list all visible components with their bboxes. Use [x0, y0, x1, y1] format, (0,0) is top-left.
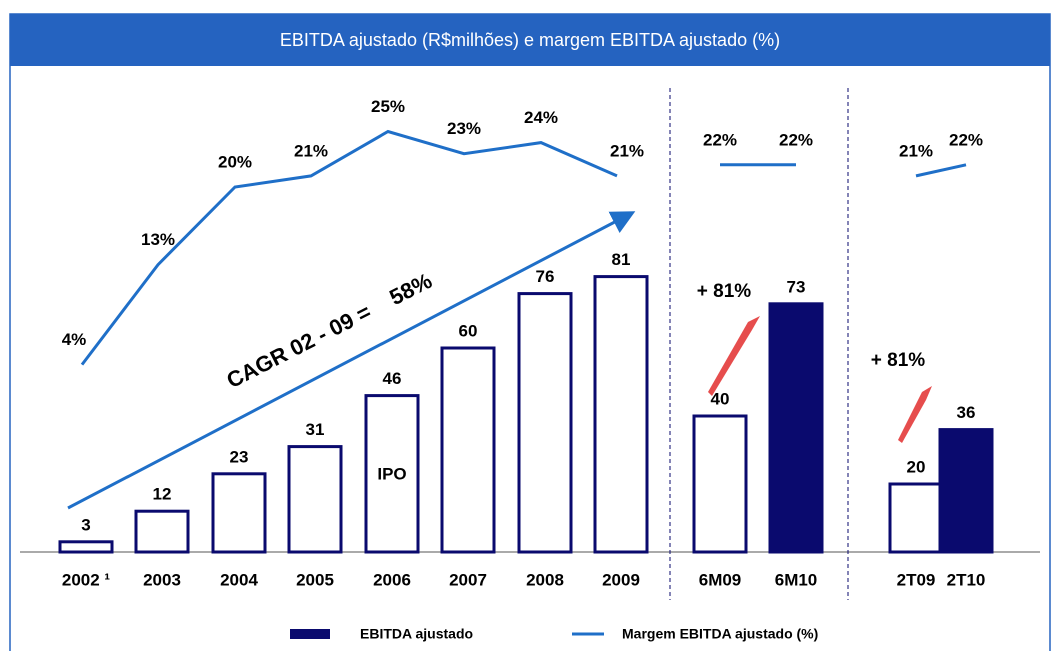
annotation: + 81% — [871, 350, 926, 371]
bar — [593, 275, 649, 554]
pencil-mark — [898, 386, 932, 443]
margin-label: 20% — [218, 152, 252, 171]
margin-label: 4% — [62, 330, 87, 349]
bar — [440, 346, 496, 554]
cagr-arrow — [67, 211, 636, 510]
x-tick-label: 2004 — [220, 570, 258, 589]
margin-line — [80, 129, 618, 366]
legend-label: EBITDA ajustado — [360, 626, 473, 642]
bar — [134, 509, 190, 554]
bar-value-label: 36 — [957, 403, 976, 422]
margin-label: 23% — [447, 119, 481, 138]
margin-label: 22% — [949, 130, 983, 149]
bar-value-label: 31 — [306, 420, 325, 439]
bar-value-label: 40 — [711, 389, 730, 408]
bar — [287, 445, 343, 554]
header-bar — [10, 14, 1050, 66]
bar — [768, 302, 824, 554]
legend-label: Margem EBITDA ajustado (%) — [622, 626, 818, 642]
legend-swatch — [290, 629, 330, 639]
bar — [938, 428, 994, 554]
margin-label: 22% — [779, 130, 813, 149]
x-tick-label: 2009 — [602, 570, 640, 589]
bar-value-label: 81 — [612, 250, 631, 269]
bar-value-label: 23 — [230, 447, 249, 466]
bar-value-label: 76 — [536, 267, 555, 286]
bar-value-label: 20 — [907, 457, 926, 476]
annotation: + 81% — [697, 281, 752, 302]
margin-label: 21% — [294, 141, 328, 160]
x-tick-label: 2003 — [143, 570, 181, 589]
x-tick-label: 2T09 — [897, 570, 936, 589]
bar-value-label: 46 — [383, 369, 402, 388]
x-tick-label: 6M10 — [775, 570, 818, 589]
bar — [58, 540, 114, 554]
x-tick-label: 2006 — [373, 570, 411, 589]
bar-value-label: 60 — [459, 321, 478, 340]
bar — [692, 414, 748, 554]
margin-label: 25% — [371, 97, 405, 116]
margin-line — [915, 163, 967, 178]
bar — [211, 472, 267, 554]
bar — [888, 482, 944, 554]
margin-label: 21% — [610, 141, 644, 160]
bar — [517, 292, 573, 554]
margin-label: 22% — [703, 130, 737, 149]
margin-label: 13% — [141, 230, 175, 249]
x-tick-label: 6M09 — [699, 570, 742, 589]
pencil-mark — [708, 316, 760, 396]
x-tick-label: 2002 ¹ — [62, 570, 111, 589]
x-tick-label: 2008 — [526, 570, 564, 589]
bar — [364, 394, 420, 554]
chart-title: EBITDA ajustado (R$milhões) e margem EBI… — [280, 30, 780, 50]
x-tick-label: 2005 — [296, 570, 334, 589]
margin-label: 21% — [899, 141, 933, 160]
bar-value-label: 3 — [81, 515, 90, 534]
bar-value-label: 73 — [787, 277, 806, 296]
x-tick-label: 2T10 — [947, 570, 986, 589]
annotation: IPO — [377, 464, 406, 483]
x-tick-label: 2007 — [449, 570, 487, 589]
margin-label: 24% — [524, 108, 558, 127]
annotation: CAGR 02 - 09 = 58% — [223, 268, 436, 393]
bar-value-label: 12 — [153, 485, 172, 504]
